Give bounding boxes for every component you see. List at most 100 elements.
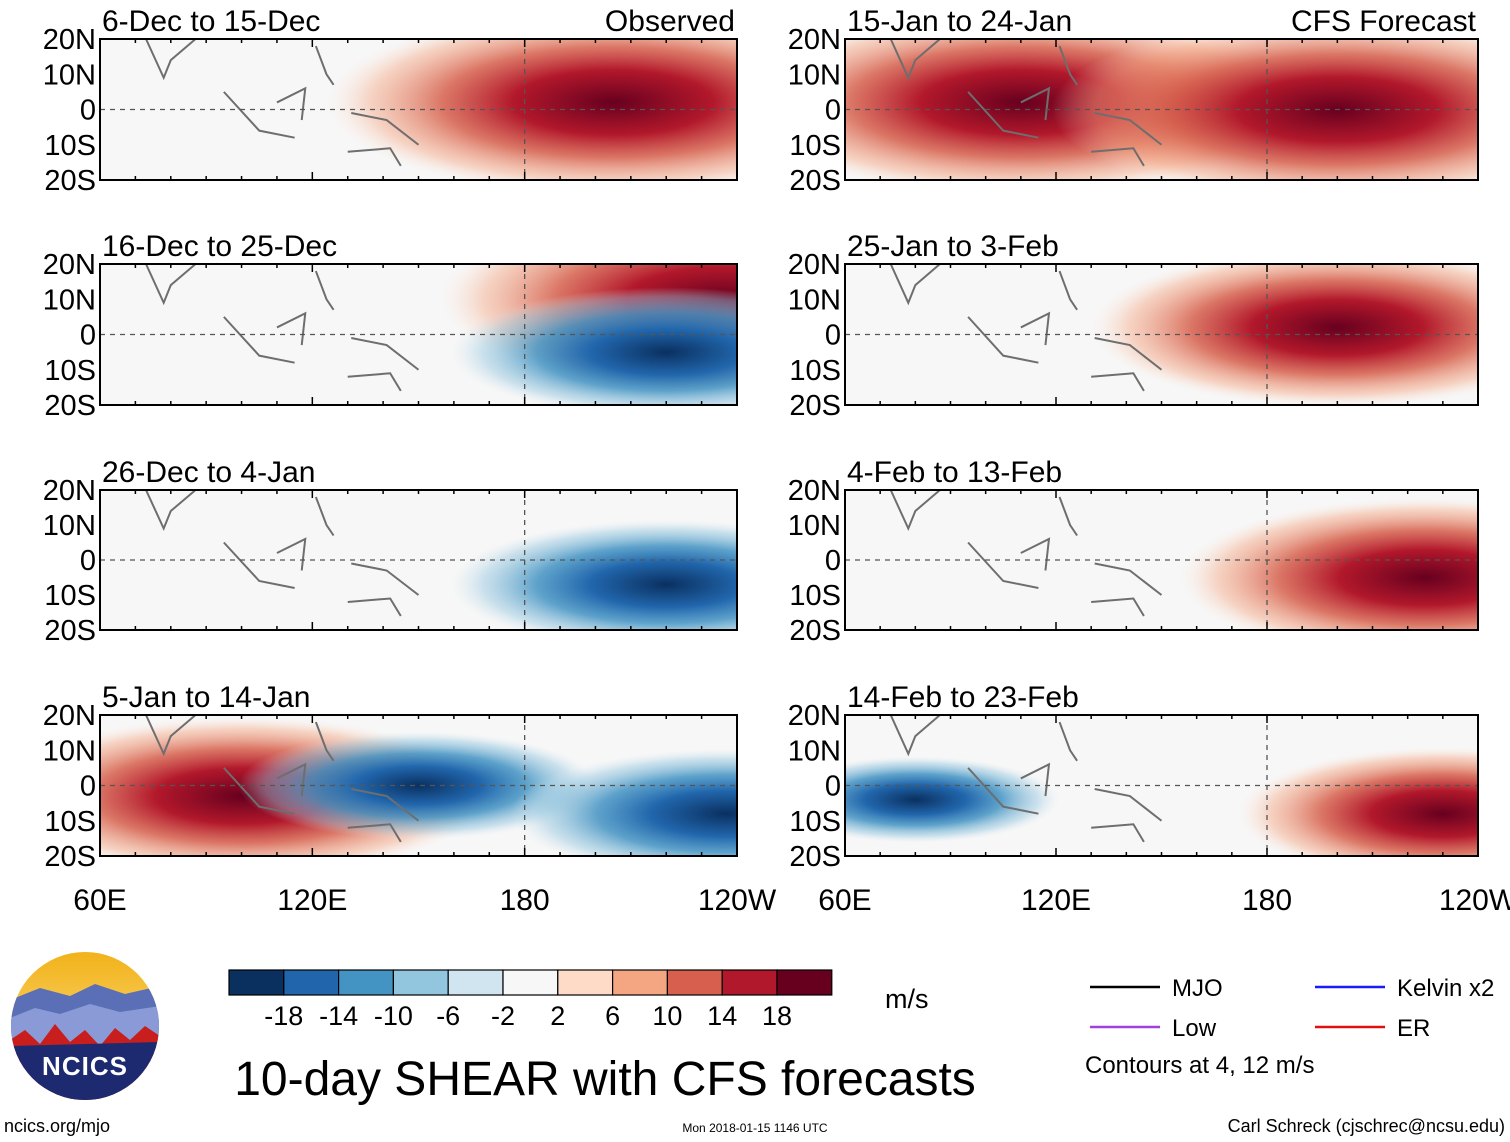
panel-title: 6-Dec to 15-Dec — [102, 5, 320, 38]
coastline — [889, 490, 1163, 617]
legend-label: Kelvin x2 — [1397, 975, 1494, 1002]
legend-note: Contours at 4, 12 m/s — [1085, 1052, 1314, 1079]
shear-maximum — [1238, 747, 1478, 856]
colorbar-tick-label: 14 — [707, 1001, 737, 1031]
x-tick-label: 180 — [500, 884, 550, 917]
colorbar: -18 -14 -10 -6 -2 2 6 10 14 18 m/s — [228, 969, 929, 1031]
footer-timestamp: Mon 2018-01-15 1146 UTC — [682, 1121, 828, 1135]
y-tick-label: 10S — [44, 580, 96, 612]
y-tick-label: 10S — [789, 130, 841, 162]
y-tick-label: 20S — [44, 390, 96, 422]
panel-title: 5-Jan to 14-Jan — [102, 681, 310, 714]
coastline — [145, 39, 420, 167]
x-tick-label: 120W — [698, 884, 777, 917]
y-tick-label: 10S — [789, 580, 841, 612]
x-tick-label: 60E — [818, 884, 871, 917]
y-tick-label: 20N — [43, 475, 96, 507]
coastline — [889, 264, 1163, 392]
y-tick-label: 20N — [43, 24, 96, 56]
colorbar-cell — [283, 969, 340, 996]
y-tick-label: 10S — [789, 806, 841, 838]
y-tick-label: 0 — [825, 545, 841, 577]
main-title: 10-day SHEAR with CFS forecasts — [234, 1053, 976, 1106]
x-tick-label: 120W — [1439, 884, 1510, 917]
panel-title: 14-Feb to 23-Feb — [847, 681, 1079, 714]
y-tick-label: 0 — [825, 320, 841, 352]
shear-minimum — [845, 756, 1060, 843]
column-header: Observed — [605, 5, 735, 38]
colorbar-tick-label: -2 — [491, 1001, 515, 1031]
shear-minimum — [510, 748, 737, 856]
colorbar-tick-label: 6 — [605, 1001, 620, 1031]
y-tick-label: 10S — [44, 355, 96, 387]
colorbar-cell — [776, 969, 833, 996]
y-tick-label: 10S — [44, 130, 96, 162]
colorbar-cell — [502, 969, 559, 996]
y-tick-label: 10N — [43, 735, 96, 767]
y-tick-label: 10N — [788, 735, 841, 767]
shear-maximum — [1051, 39, 1478, 180]
colorbar-cell — [666, 969, 723, 996]
colorbar-tick-label: 18 — [762, 1001, 792, 1031]
y-tick-label: 0 — [825, 771, 841, 803]
x-tick-label: 120E — [277, 884, 347, 917]
colorbar-cell — [557, 969, 614, 996]
column-header: CFS Forecast — [1291, 5, 1477, 38]
y-tick-label: 10S — [789, 355, 841, 387]
coastline — [889, 39, 1163, 167]
legend-label: ER — [1397, 1015, 1430, 1042]
colorbar-tick-label: -14 — [319, 1001, 358, 1031]
y-tick-label: 20N — [43, 249, 96, 281]
colorbar-tick-label: -18 — [264, 1001, 303, 1031]
y-tick-label: 10N — [788, 59, 841, 91]
panel-title: 15-Jan to 24-Jan — [847, 5, 1072, 38]
y-tick-label: 10N — [788, 510, 841, 542]
x-tick-label: 180 — [1242, 884, 1292, 917]
y-tick-label: 0 — [825, 95, 841, 127]
shear-minimum — [238, 731, 599, 840]
coastline — [145, 490, 420, 617]
footer-url[interactable]: ncics.org/mjo — [4, 1116, 110, 1136]
footer-author: Carl Schreck (cjschrec@ncsu.edu) — [1228, 1116, 1505, 1136]
y-tick-label: 0 — [80, 95, 96, 127]
y-tick-label: 0 — [80, 320, 96, 352]
legend-label: MJO — [1172, 975, 1223, 1002]
y-tick-label: 20N — [788, 249, 841, 281]
y-tick-label: 10N — [788, 284, 841, 316]
y-tick-label: 10N — [43, 510, 96, 542]
y-tick-label: 20S — [789, 841, 841, 873]
coastline — [889, 715, 1163, 843]
x-tick-label: 120E — [1021, 884, 1091, 917]
shear-maximum — [1180, 498, 1478, 630]
ncics-logo-icon: NCICS — [11, 952, 159, 1100]
colorbar-cell — [228, 969, 285, 996]
y-tick-label: 20N — [788, 475, 841, 507]
panel-title: 16-Dec to 25-Dec — [102, 230, 337, 263]
y-tick-label: 0 — [80, 545, 96, 577]
y-tick-label: 20S — [44, 615, 96, 647]
legend: MJO Kelvin x2 Low ER — [1090, 975, 1494, 1042]
logo-text: NCICS — [42, 1051, 128, 1081]
y-tick-label: 10N — [43, 284, 96, 316]
colorbar-tick-label: 10 — [652, 1001, 682, 1031]
colorbar-cell — [611, 969, 668, 996]
colorbar-tick-label: 2 — [550, 1001, 565, 1031]
y-tick-label: 10S — [44, 806, 96, 838]
panel-title: 4-Feb to 13-Feb — [847, 456, 1062, 489]
colorbar-tick-label: -6 — [436, 1001, 460, 1031]
y-tick-label: 20N — [788, 24, 841, 56]
colorbar-tick-label: -10 — [374, 1001, 413, 1031]
y-tick-label: 10N — [43, 59, 96, 91]
y-tick-label: 0 — [80, 771, 96, 803]
y-tick-label: 20S — [789, 390, 841, 422]
legend-label: Low — [1172, 1015, 1217, 1042]
